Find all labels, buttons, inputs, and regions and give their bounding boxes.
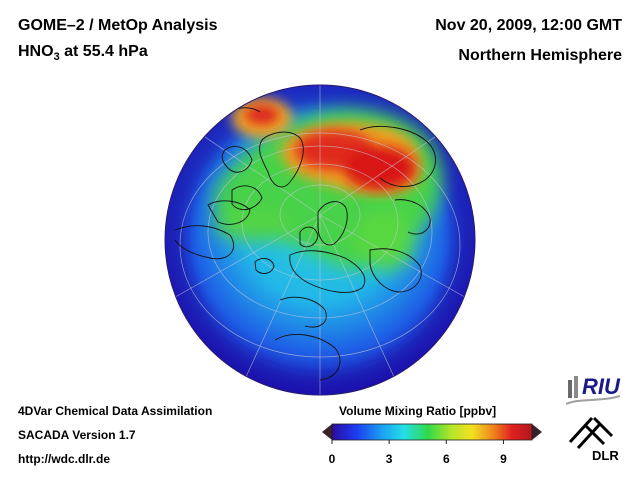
riu-logo	[565, 376, 621, 405]
colorbar-tick-label: 6	[442, 452, 450, 466]
coastlines	[174, 107, 436, 381]
datetime: Nov 20, 2009, 12:00 GMT	[435, 17, 622, 34]
footer-version: SACADA Version 1.7	[18, 428, 136, 442]
title-species: HNO3 at 55.4 hPa	[18, 43, 148, 63]
dlr-logo-text: DLR	[592, 448, 619, 463]
colorbar	[322, 423, 542, 444]
max-region	[244, 105, 416, 190]
region-label: Northern Hemisphere	[458, 47, 622, 64]
globe	[165, 85, 475, 395]
colorbar-gradient	[332, 424, 532, 440]
footer-url[interactable]: http://wdc.dlr.de	[18, 452, 110, 466]
title-product: GOME–2 / MetOp Analysis	[18, 17, 218, 34]
species-prefix: HNO	[18, 43, 54, 60]
colorbar-ticks	[331, 440, 504, 444]
colorbar-tick-label: 0	[328, 452, 336, 466]
colorbar-title: Volume Mixing Ratio [ppbv]	[339, 404, 497, 418]
colorbar-over-arrow	[532, 424, 542, 440]
species-suffix: at 55.4 hPa	[59, 43, 148, 60]
dlr-logo-mark	[568, 416, 614, 450]
colorbar-tick-label: 3	[385, 452, 393, 466]
colorbar-tick-label: 9	[500, 452, 507, 466]
riu-logo-text: RIU	[582, 374, 620, 399]
globe-outline	[164, 84, 476, 396]
species-subscript: 3	[53, 51, 60, 64]
footer-system: 4DVar Chemical Data Assimilation	[18, 404, 213, 418]
colorbar-under-arrow	[322, 424, 332, 440]
